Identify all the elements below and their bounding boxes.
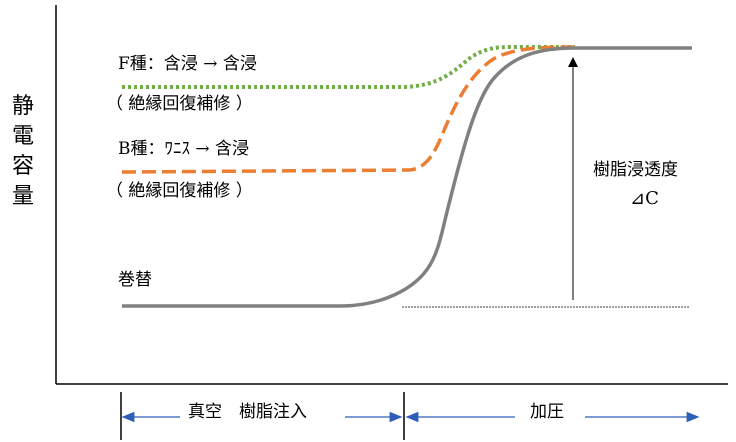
y-axis-label: 静電容量 — [11, 94, 34, 209]
winding-label: 巻替 — [118, 270, 152, 290]
f-type-note: （ 絶縁回復補修 ） — [106, 94, 253, 114]
pressure-phase-label: 加圧 — [530, 402, 564, 422]
b-type-note: （ 絶縁回復補修 ） — [106, 181, 253, 201]
vacuum-phase-label: 真空 樹脂注入 — [188, 402, 307, 422]
delta-c-label: ⊿C — [630, 188, 659, 209]
f-type-curve — [122, 45, 575, 89]
b-type-curve — [121, 45, 581, 174]
f-type-label: F種：含浸 → 含浸 — [118, 54, 257, 74]
winding-curve — [122, 46, 692, 308]
resin-penetration-label: 樹脂浸透度 — [593, 160, 678, 180]
b-type-label: B種：ﾜﾆｽ → 含浸 — [118, 139, 250, 159]
